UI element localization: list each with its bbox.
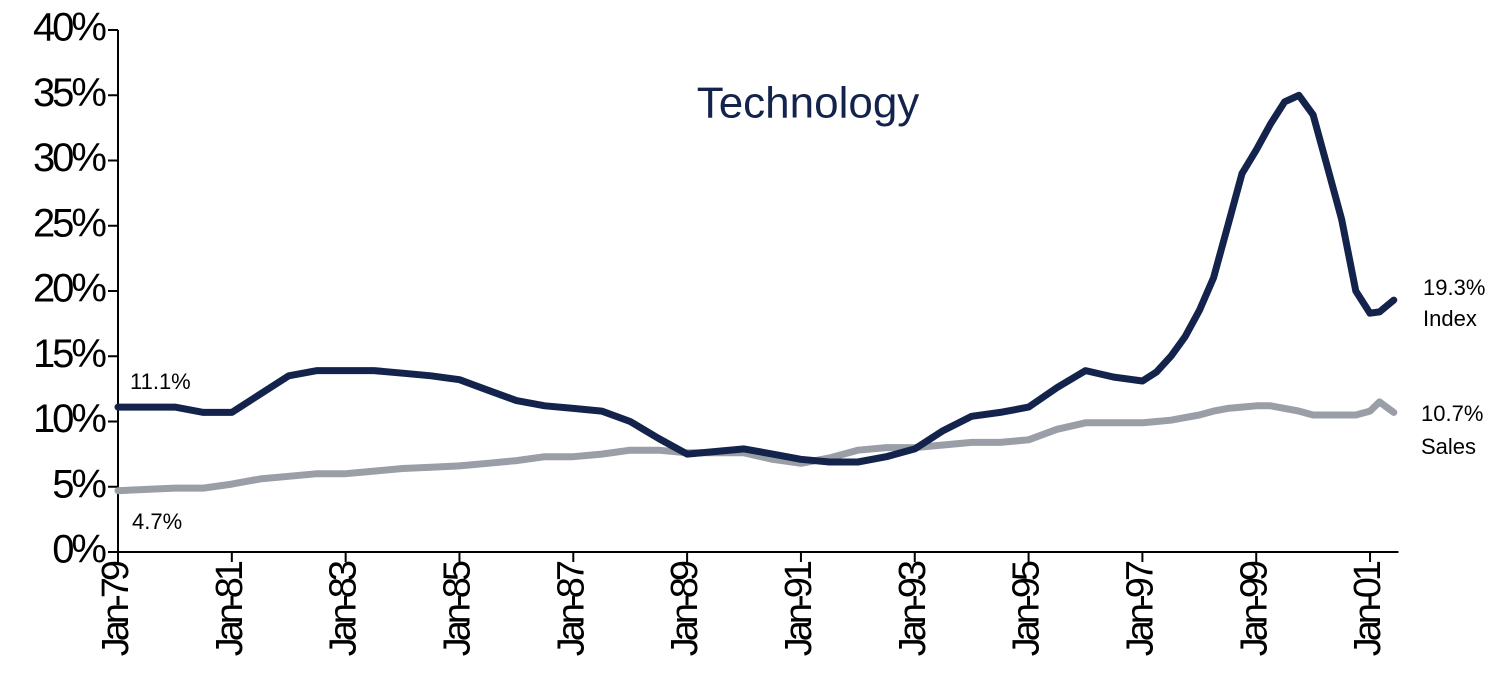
y-tick-label: 25% bbox=[33, 201, 106, 245]
x-tick-label: Jan-87 bbox=[550, 561, 592, 656]
x-tick-label: Jan-93 bbox=[892, 561, 934, 656]
x-tick-label: Jan-85 bbox=[436, 561, 478, 656]
x-tick-label: Jan-83 bbox=[323, 561, 365, 656]
x-tick-label: Jan-01 bbox=[1347, 561, 1389, 656]
x-tick-label: Jan-99 bbox=[1233, 561, 1275, 656]
x-tick-label: Jan-79 bbox=[95, 561, 137, 656]
annotation: Index bbox=[1423, 306, 1477, 331]
line-series bbox=[114, 91, 1398, 466]
annotation: 4.7% bbox=[132, 509, 182, 534]
x-tick-label: Jan-95 bbox=[1006, 561, 1048, 656]
x-tick-label: Jan-89 bbox=[664, 561, 706, 656]
y-tick-label: 15% bbox=[33, 332, 106, 376]
chart-title: Technology bbox=[697, 79, 920, 128]
line-series bbox=[114, 398, 1398, 495]
x-tick-label: Jan-97 bbox=[1119, 561, 1161, 656]
y-tick-label: 0% bbox=[52, 528, 106, 572]
x-tick-label: Jan-81 bbox=[209, 561, 251, 656]
y-tick-label: 35% bbox=[33, 71, 106, 115]
y-tick-label: 30% bbox=[33, 136, 106, 180]
annotation: Sales bbox=[1421, 434, 1476, 459]
y-tick-label: 10% bbox=[33, 397, 106, 441]
x-tick-label: Jan-91 bbox=[778, 561, 820, 656]
annotation: 19.3% bbox=[1423, 275, 1485, 300]
annotation: 11.1% bbox=[130, 369, 191, 394]
y-tick-label: 40% bbox=[33, 6, 106, 50]
annotation: 10.7% bbox=[1421, 401, 1483, 426]
y-tick-label: 20% bbox=[33, 267, 106, 311]
y-tick-label: 5% bbox=[52, 462, 106, 506]
